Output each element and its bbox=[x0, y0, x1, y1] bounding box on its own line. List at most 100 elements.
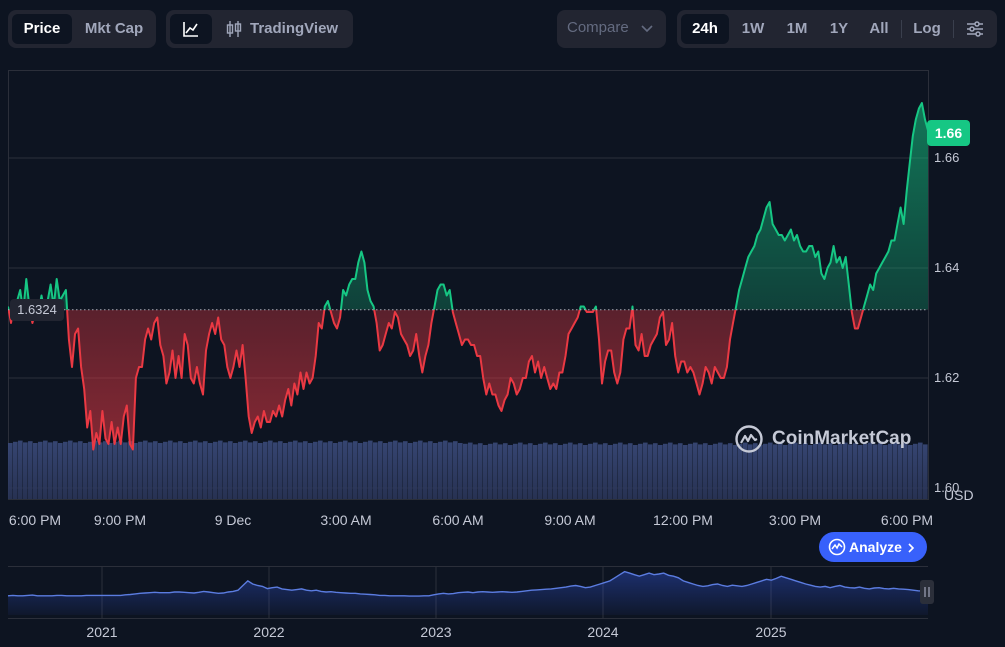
volume-bar bbox=[288, 441, 293, 499]
volume-bar bbox=[503, 443, 508, 499]
chevron-right-icon bbox=[908, 543, 915, 553]
price-line-below-open bbox=[8, 309, 865, 451]
range-selector: 24h 1W 1M 1Y All Log bbox=[677, 10, 997, 48]
volume-bar bbox=[913, 443, 918, 499]
navigator-year-label: 2023 bbox=[420, 624, 452, 640]
volume-bar bbox=[793, 442, 798, 499]
volume-bar bbox=[478, 443, 483, 499]
navigator-line bbox=[7, 570, 929, 597]
range-divider bbox=[901, 20, 902, 38]
volume-bar bbox=[393, 440, 398, 499]
chevron-down-icon bbox=[641, 25, 653, 33]
plot-border bbox=[8, 70, 929, 500]
range-24h[interactable]: 24h bbox=[681, 14, 729, 44]
x-tick-label: 3:00 PM bbox=[768, 512, 822, 528]
volume-bar bbox=[483, 445, 488, 499]
volume-bar bbox=[598, 444, 603, 499]
navigator-year-label: 2022 bbox=[253, 624, 285, 640]
volume-bar bbox=[183, 443, 188, 499]
volume-bar bbox=[588, 443, 593, 499]
volume-bar bbox=[273, 442, 278, 499]
volume-bar bbox=[903, 443, 908, 499]
volume-bar bbox=[643, 442, 648, 499]
volume-bar bbox=[763, 443, 768, 499]
volume-bar bbox=[558, 445, 563, 499]
volume-bar bbox=[228, 441, 233, 499]
log-toggle[interactable]: Log bbox=[913, 20, 941, 37]
line-chart-button[interactable] bbox=[170, 14, 212, 44]
volume-bar bbox=[783, 445, 788, 499]
volume-bar bbox=[123, 442, 128, 499]
volume-bar bbox=[548, 444, 553, 499]
volume-bar bbox=[258, 443, 263, 499]
navigator-handle[interactable] bbox=[920, 580, 934, 604]
volume-bar bbox=[733, 445, 738, 499]
volume-bar bbox=[728, 443, 733, 499]
tradingview-button[interactable]: TradingView bbox=[220, 14, 346, 44]
volume-bar bbox=[408, 443, 413, 499]
volume-bar bbox=[263, 441, 268, 499]
volume-bar bbox=[633, 445, 638, 499]
volume-bar bbox=[433, 443, 438, 499]
volume-bar bbox=[878, 443, 883, 499]
volume-bar bbox=[253, 441, 258, 499]
volume-bar bbox=[818, 442, 823, 499]
volume-bar bbox=[413, 441, 418, 499]
tab-mkt-cap[interactable]: Mkt Cap bbox=[84, 20, 144, 37]
volume-bar bbox=[38, 441, 43, 499]
volume-bar bbox=[678, 443, 683, 499]
chart-settings-button[interactable] bbox=[959, 14, 991, 44]
volume-bar bbox=[923, 444, 928, 499]
tab-price[interactable]: Price bbox=[12, 14, 72, 44]
volume-bar bbox=[73, 442, 78, 499]
volume-bar bbox=[158, 443, 163, 499]
volume-bar bbox=[838, 443, 843, 499]
volume-bar bbox=[898, 444, 903, 499]
volume-bar bbox=[303, 441, 308, 499]
range-1y[interactable]: 1Y bbox=[829, 20, 849, 37]
volume-bar bbox=[578, 443, 583, 499]
range-1m[interactable]: 1M bbox=[786, 20, 808, 37]
range-1w[interactable]: 1W bbox=[741, 20, 765, 37]
y-tick-label: 1.62 bbox=[934, 370, 960, 385]
volume-bar bbox=[803, 443, 808, 499]
volume-bar bbox=[268, 440, 273, 499]
volume-bar bbox=[198, 442, 203, 499]
navigator-area bbox=[8, 571, 928, 615]
volume-bar bbox=[373, 442, 378, 499]
volume-bars bbox=[8, 440, 928, 499]
analyze-button[interactable]: Analyze bbox=[819, 532, 927, 562]
volume-bar bbox=[673, 444, 678, 499]
volume-bar bbox=[698, 444, 703, 499]
volume-bar bbox=[213, 441, 218, 499]
volume-bar bbox=[293, 440, 298, 499]
volume-bar bbox=[378, 441, 383, 499]
current-price-badge: 1.66 bbox=[927, 120, 970, 146]
volume-bar bbox=[178, 441, 183, 499]
volume-bar bbox=[828, 443, 833, 499]
compare-dropdown[interactable]: Compare bbox=[557, 10, 666, 48]
volume-bar bbox=[13, 441, 18, 499]
navigator-year-label: 2025 bbox=[755, 624, 787, 640]
volume-bar bbox=[58, 443, 63, 499]
volume-bar bbox=[88, 441, 93, 499]
x-tick-label: 6:00 AM bbox=[432, 512, 484, 528]
volume-bar bbox=[128, 441, 133, 499]
volume-bar bbox=[133, 443, 138, 499]
volume-bar bbox=[738, 443, 743, 499]
volume-bar bbox=[218, 440, 223, 499]
x-tick-label: 12:00 PM bbox=[653, 512, 713, 528]
compare-label: Compare bbox=[567, 19, 629, 36]
volume-bar bbox=[528, 443, 533, 499]
volume-bar bbox=[238, 441, 243, 499]
volume-bar bbox=[858, 445, 863, 499]
volume-bar bbox=[318, 440, 323, 499]
range-all[interactable]: All bbox=[869, 20, 889, 37]
volume-bar bbox=[693, 442, 698, 499]
volume-bar bbox=[348, 442, 353, 499]
volume-bar bbox=[608, 445, 613, 499]
volume-bar bbox=[143, 440, 148, 499]
volume-bar bbox=[708, 445, 713, 499]
volume-bar bbox=[863, 443, 868, 499]
